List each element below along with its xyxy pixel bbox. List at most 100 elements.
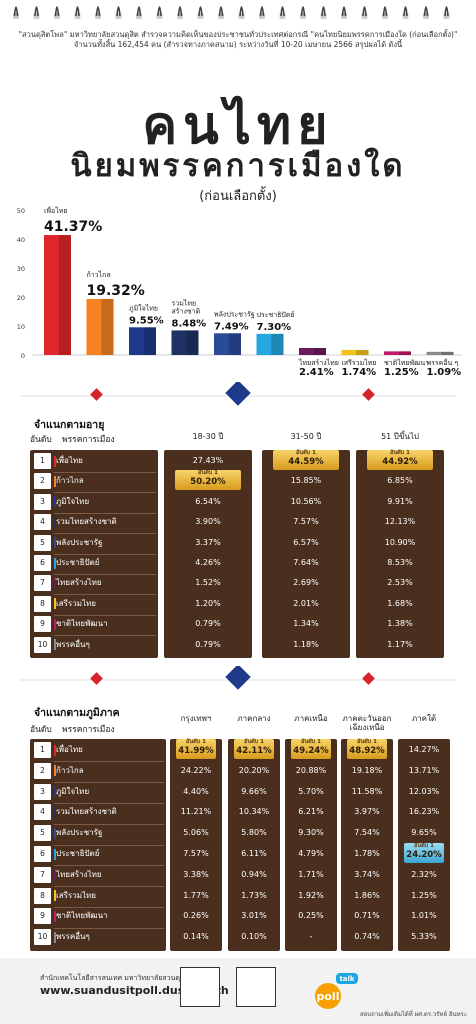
intro-text: "สวนดุสิตโพล" มหาวิทยาลัยสวนดุสิต สำรวจค… xyxy=(0,30,476,50)
y-tick-label: 30 xyxy=(17,265,25,273)
value-cell: 2.53% xyxy=(387,578,413,588)
party-name: ก้าวไกล xyxy=(56,476,84,486)
party-name: ไทยสร้างไทย xyxy=(56,869,102,879)
party-name: ภูมิใจไทย xyxy=(56,496,90,506)
value-cell: 50.20% xyxy=(190,477,226,488)
bar xyxy=(299,348,326,355)
rank-cell: 3 xyxy=(34,493,51,510)
rank-cell: 5 xyxy=(34,534,51,551)
ring xyxy=(259,6,265,19)
section-divider-2 xyxy=(20,666,456,690)
value-cell: 7.54% xyxy=(354,828,380,838)
rank-cell: 1 xyxy=(34,742,51,758)
value-label: 7.30% xyxy=(257,322,292,333)
highlight-cell: อันดับ 1 42.11% xyxy=(234,739,274,759)
rank-one-label: อันดับ 1 xyxy=(390,450,410,456)
ring xyxy=(361,6,368,19)
row-separator xyxy=(54,906,164,908)
party-swatch xyxy=(54,806,56,818)
value-cell: 2.69% xyxy=(293,578,319,588)
party-swatch xyxy=(54,537,56,549)
ring xyxy=(300,6,306,19)
category-label: ไทยสร้างไทย xyxy=(298,358,339,367)
age-col-party: พรรคการเมือง xyxy=(62,435,115,445)
value-cell: 1.20% xyxy=(195,598,221,608)
value-cell: 20.20% xyxy=(238,765,270,775)
party-name: ชาติไทยพัฒนา xyxy=(56,911,108,921)
group-header: 18-30 ปี xyxy=(192,432,224,441)
value-cell: 44.59% xyxy=(288,457,324,467)
value-cell: 2.32% xyxy=(411,869,437,879)
row-separator xyxy=(54,471,156,473)
party-name: รวมไทยสร้างชาติ xyxy=(56,807,117,817)
ring xyxy=(136,6,142,19)
qr-code-right[interactable] xyxy=(236,967,276,1007)
value-cell: 16.23% xyxy=(408,807,440,817)
party-swatch xyxy=(54,516,56,528)
row-separator xyxy=(54,553,156,554)
bar xyxy=(426,351,454,355)
row-separator xyxy=(54,823,164,825)
rank-one-label: อันดับ 1 xyxy=(296,450,316,456)
bar-shade xyxy=(271,333,284,355)
value-label: 19.32% xyxy=(87,283,145,299)
qr-code-left[interactable] xyxy=(180,967,220,1007)
value-label: 7.49% xyxy=(214,321,249,332)
value-cell: - xyxy=(309,932,313,942)
row-separator xyxy=(54,927,164,929)
party-name: เพื่อไทย xyxy=(56,456,83,465)
row-separator xyxy=(54,533,156,534)
value-cell: 1.18% xyxy=(293,639,319,649)
rank-cell: 2 xyxy=(34,762,51,779)
party-swatch xyxy=(54,786,56,798)
group-header: ภาคกลาง xyxy=(237,714,271,723)
value-cell: 6.85% xyxy=(387,476,413,486)
party-name: ประชาธิปัตย์ xyxy=(56,558,100,567)
value-cell: 3.97% xyxy=(354,807,380,817)
logo-word: poll xyxy=(317,990,340,1003)
party-swatch xyxy=(54,639,56,651)
value-cell: 7.57% xyxy=(183,849,209,858)
ring xyxy=(197,6,204,19)
ring xyxy=(279,6,286,19)
rank-cell: 10 xyxy=(34,929,51,946)
value-cell: 0.10% xyxy=(241,932,267,942)
value-cell: 0.26% xyxy=(183,911,209,921)
highlight-cell: อันดับ 1 48.92% xyxy=(347,739,387,759)
value-cell: 1.71% xyxy=(298,869,324,879)
value-cell: 1.25% xyxy=(411,890,437,900)
row-separator xyxy=(54,844,164,845)
bar-shade xyxy=(58,235,71,355)
rank-one-label: อันดับ 1 xyxy=(198,470,218,477)
y-tick-label: 0 xyxy=(21,352,25,360)
party-name: รวมไทยสร้างชาติ xyxy=(56,517,117,527)
value-cell: 0.79% xyxy=(195,639,221,649)
age-col-rank: อันดับ xyxy=(30,435,52,445)
notebook-rings xyxy=(13,6,450,19)
row-separator xyxy=(54,512,156,514)
value-cell: 5.70% xyxy=(298,786,324,796)
value-cell: 48.92% xyxy=(349,746,385,756)
ring xyxy=(54,6,60,19)
diamond-blue-center xyxy=(225,382,251,406)
ring xyxy=(423,6,429,19)
bar xyxy=(256,333,284,355)
ring xyxy=(382,6,388,19)
value-cell: 10.90% xyxy=(384,537,416,547)
party-swatch xyxy=(54,577,56,589)
category-label: เพื่อไทย xyxy=(44,206,67,215)
category-label: รวมไทย xyxy=(172,298,197,307)
value-cell: 42.11% xyxy=(236,746,272,756)
party-name: เสรีรวมไทย xyxy=(56,598,96,608)
bar xyxy=(44,235,71,355)
intro-line-2: จำนวนทั้งสิ้น 162,454 คน (สำรวจทางภาคสนา… xyxy=(73,40,403,49)
value-cell: 0.14% xyxy=(183,932,209,942)
ring xyxy=(33,6,40,19)
column-band xyxy=(341,739,393,951)
column-band xyxy=(228,739,280,951)
value-cell: 5.80% xyxy=(241,828,267,838)
row-separator xyxy=(54,573,156,575)
value-cell: 1.52% xyxy=(195,578,221,588)
row-separator xyxy=(54,782,164,783)
value-cell: 12.03% xyxy=(408,786,440,796)
